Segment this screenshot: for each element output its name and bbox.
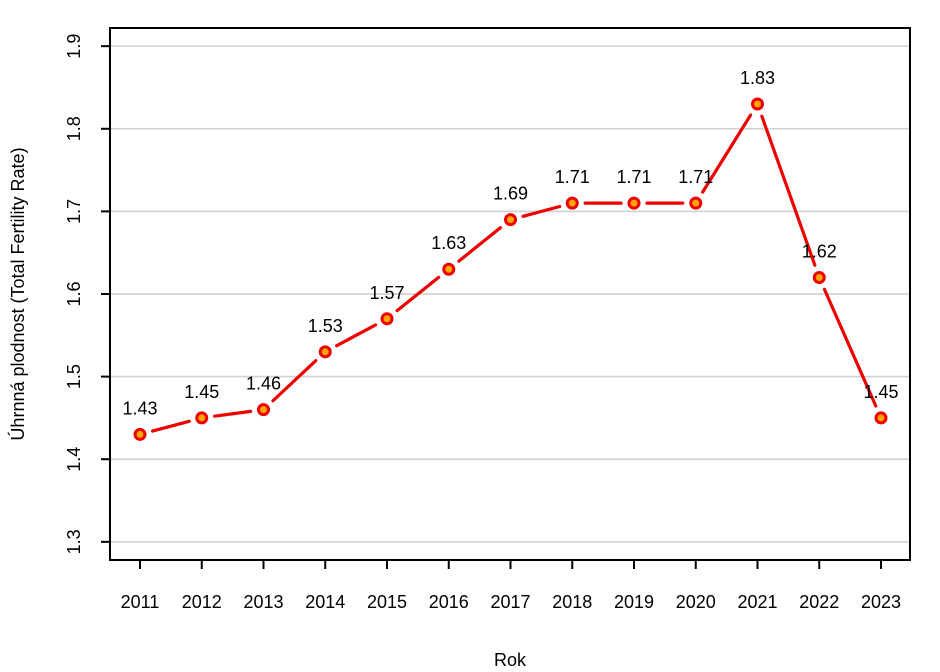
x-tick-label: 2019 — [614, 592, 654, 612]
data-point-value-label: 1.62 — [802, 241, 837, 261]
data-point-value-label: 1.45 — [863, 382, 898, 402]
series-segment — [701, 113, 753, 194]
data-point — [689, 196, 703, 210]
x-tick-label: 2020 — [676, 592, 716, 612]
series-total-fertility-rate — [133, 97, 888, 441]
x-axis-title: Rok — [494, 650, 527, 670]
x-tick-label: 2021 — [737, 592, 777, 612]
data-point-value-label: 1.69 — [493, 184, 528, 204]
data-point — [565, 196, 579, 210]
series-segment — [213, 409, 253, 418]
series-segment — [335, 323, 378, 348]
axes: 1.3 1.4 1.5 1.6 1.7 1.8 1.9 2011 2012 2013 2014 201… — [64, 27, 911, 612]
series-segment — [822, 287, 878, 408]
x-tick-label: 2017 — [490, 592, 530, 612]
x-tick-label: 2011 — [121, 592, 160, 612]
value-labels: 1.43 1.45 1.46 1.53 1.57 1.63 1.69 1.71 1.71 1.71… — [122, 68, 898, 418]
series-segment — [521, 204, 562, 218]
data-point — [257, 403, 270, 417]
data-point — [380, 312, 394, 326]
data-point — [751, 97, 764, 111]
y-tick-label: 1.3 — [64, 529, 84, 554]
y-tick-label: 1.4 — [64, 447, 84, 472]
data-point — [812, 270, 826, 284]
x-tick-label: 2022 — [799, 592, 839, 612]
series-segment — [760, 114, 817, 267]
y-tick-label: 1.8 — [64, 116, 84, 141]
x-tick-label: 2012 — [182, 592, 222, 612]
series-segment — [457, 226, 502, 263]
x-tick-label: 2023 — [861, 592, 901, 612]
x-tick-label: 2018 — [552, 592, 592, 612]
data-point — [627, 196, 641, 210]
data-point-value-label: 1.53 — [308, 316, 343, 336]
data-point-value-label: 1.71 — [616, 167, 651, 187]
x-tick-label: 2016 — [429, 592, 469, 612]
gridlines — [110, 45, 910, 543]
x-tick-label: 2015 — [367, 592, 407, 612]
data-point-value-label: 1.83 — [740, 68, 775, 88]
data-point-value-label: 1.71 — [678, 167, 713, 187]
y-tick-label: 1.5 — [64, 364, 84, 389]
data-point-value-label: 1.45 — [184, 382, 219, 402]
data-point — [195, 411, 209, 425]
y-tick-label: 1.9 — [64, 34, 84, 59]
y-tick-label: 1.6 — [64, 281, 84, 306]
x-tick-label: 2013 — [243, 592, 283, 612]
x-tick-label: 2014 — [305, 592, 345, 612]
data-point — [874, 411, 888, 425]
data-point-value-label: 1.43 — [122, 398, 157, 418]
y-tick-label: 1.7 — [64, 199, 84, 224]
series-segment — [150, 419, 191, 433]
data-point-value-label: 1.63 — [431, 233, 466, 253]
data-point — [504, 213, 517, 227]
data-point — [133, 427, 147, 441]
data-point-value-label: 1.71 — [555, 167, 590, 187]
data-point — [442, 262, 456, 276]
data-point-value-label: 1.57 — [369, 283, 404, 303]
data-point — [318, 345, 332, 359]
data-point-value-label: 1.46 — [246, 374, 281, 394]
series-segment — [271, 359, 318, 403]
y-axis-title: Úhrnná plodnost (Total Fertility Rate) — [7, 147, 28, 440]
series-segment — [395, 275, 441, 313]
